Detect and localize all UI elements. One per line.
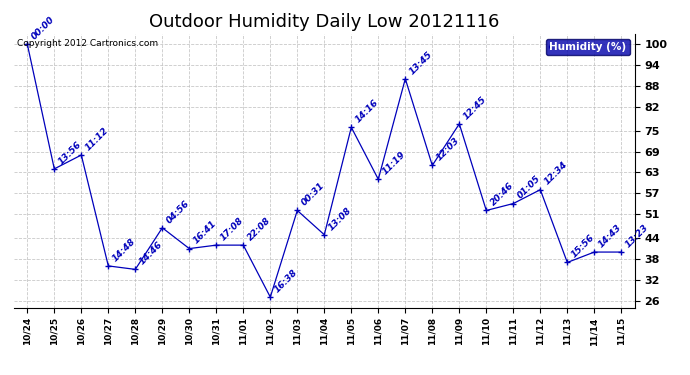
Title: Outdoor Humidity Daily Low 20121116: Outdoor Humidity Daily Low 20121116	[149, 13, 500, 31]
Text: 04:56: 04:56	[165, 198, 192, 225]
Text: 11:19: 11:19	[381, 150, 408, 177]
Text: 12:34: 12:34	[543, 160, 570, 187]
Text: 00:00: 00:00	[30, 15, 57, 41]
Text: 01:05: 01:05	[516, 174, 542, 201]
Text: 17:08: 17:08	[219, 216, 246, 242]
Text: 15:56: 15:56	[570, 233, 597, 260]
Text: 00:31: 00:31	[300, 181, 326, 208]
Text: 11:12: 11:12	[84, 126, 110, 152]
Text: 14:46: 14:46	[138, 240, 165, 267]
Text: 13:08: 13:08	[327, 206, 354, 232]
Text: 16:41: 16:41	[192, 219, 219, 246]
Text: 20:46: 20:46	[489, 181, 515, 208]
Text: 16:38: 16:38	[273, 268, 299, 294]
Text: Copyright 2012 Cartronics.com: Copyright 2012 Cartronics.com	[17, 39, 158, 48]
Text: 13:23: 13:23	[624, 223, 651, 249]
Text: 14:43: 14:43	[597, 223, 624, 249]
Legend: Humidity (%): Humidity (%)	[546, 39, 629, 55]
Text: 14:48: 14:48	[111, 237, 138, 263]
Text: 14:16: 14:16	[354, 98, 381, 124]
Text: 13:56: 13:56	[57, 140, 83, 166]
Text: 22:08: 22:08	[246, 216, 273, 242]
Text: 12:45: 12:45	[462, 94, 489, 121]
Text: 13:45: 13:45	[408, 50, 435, 76]
Text: 12:03: 12:03	[435, 136, 462, 163]
